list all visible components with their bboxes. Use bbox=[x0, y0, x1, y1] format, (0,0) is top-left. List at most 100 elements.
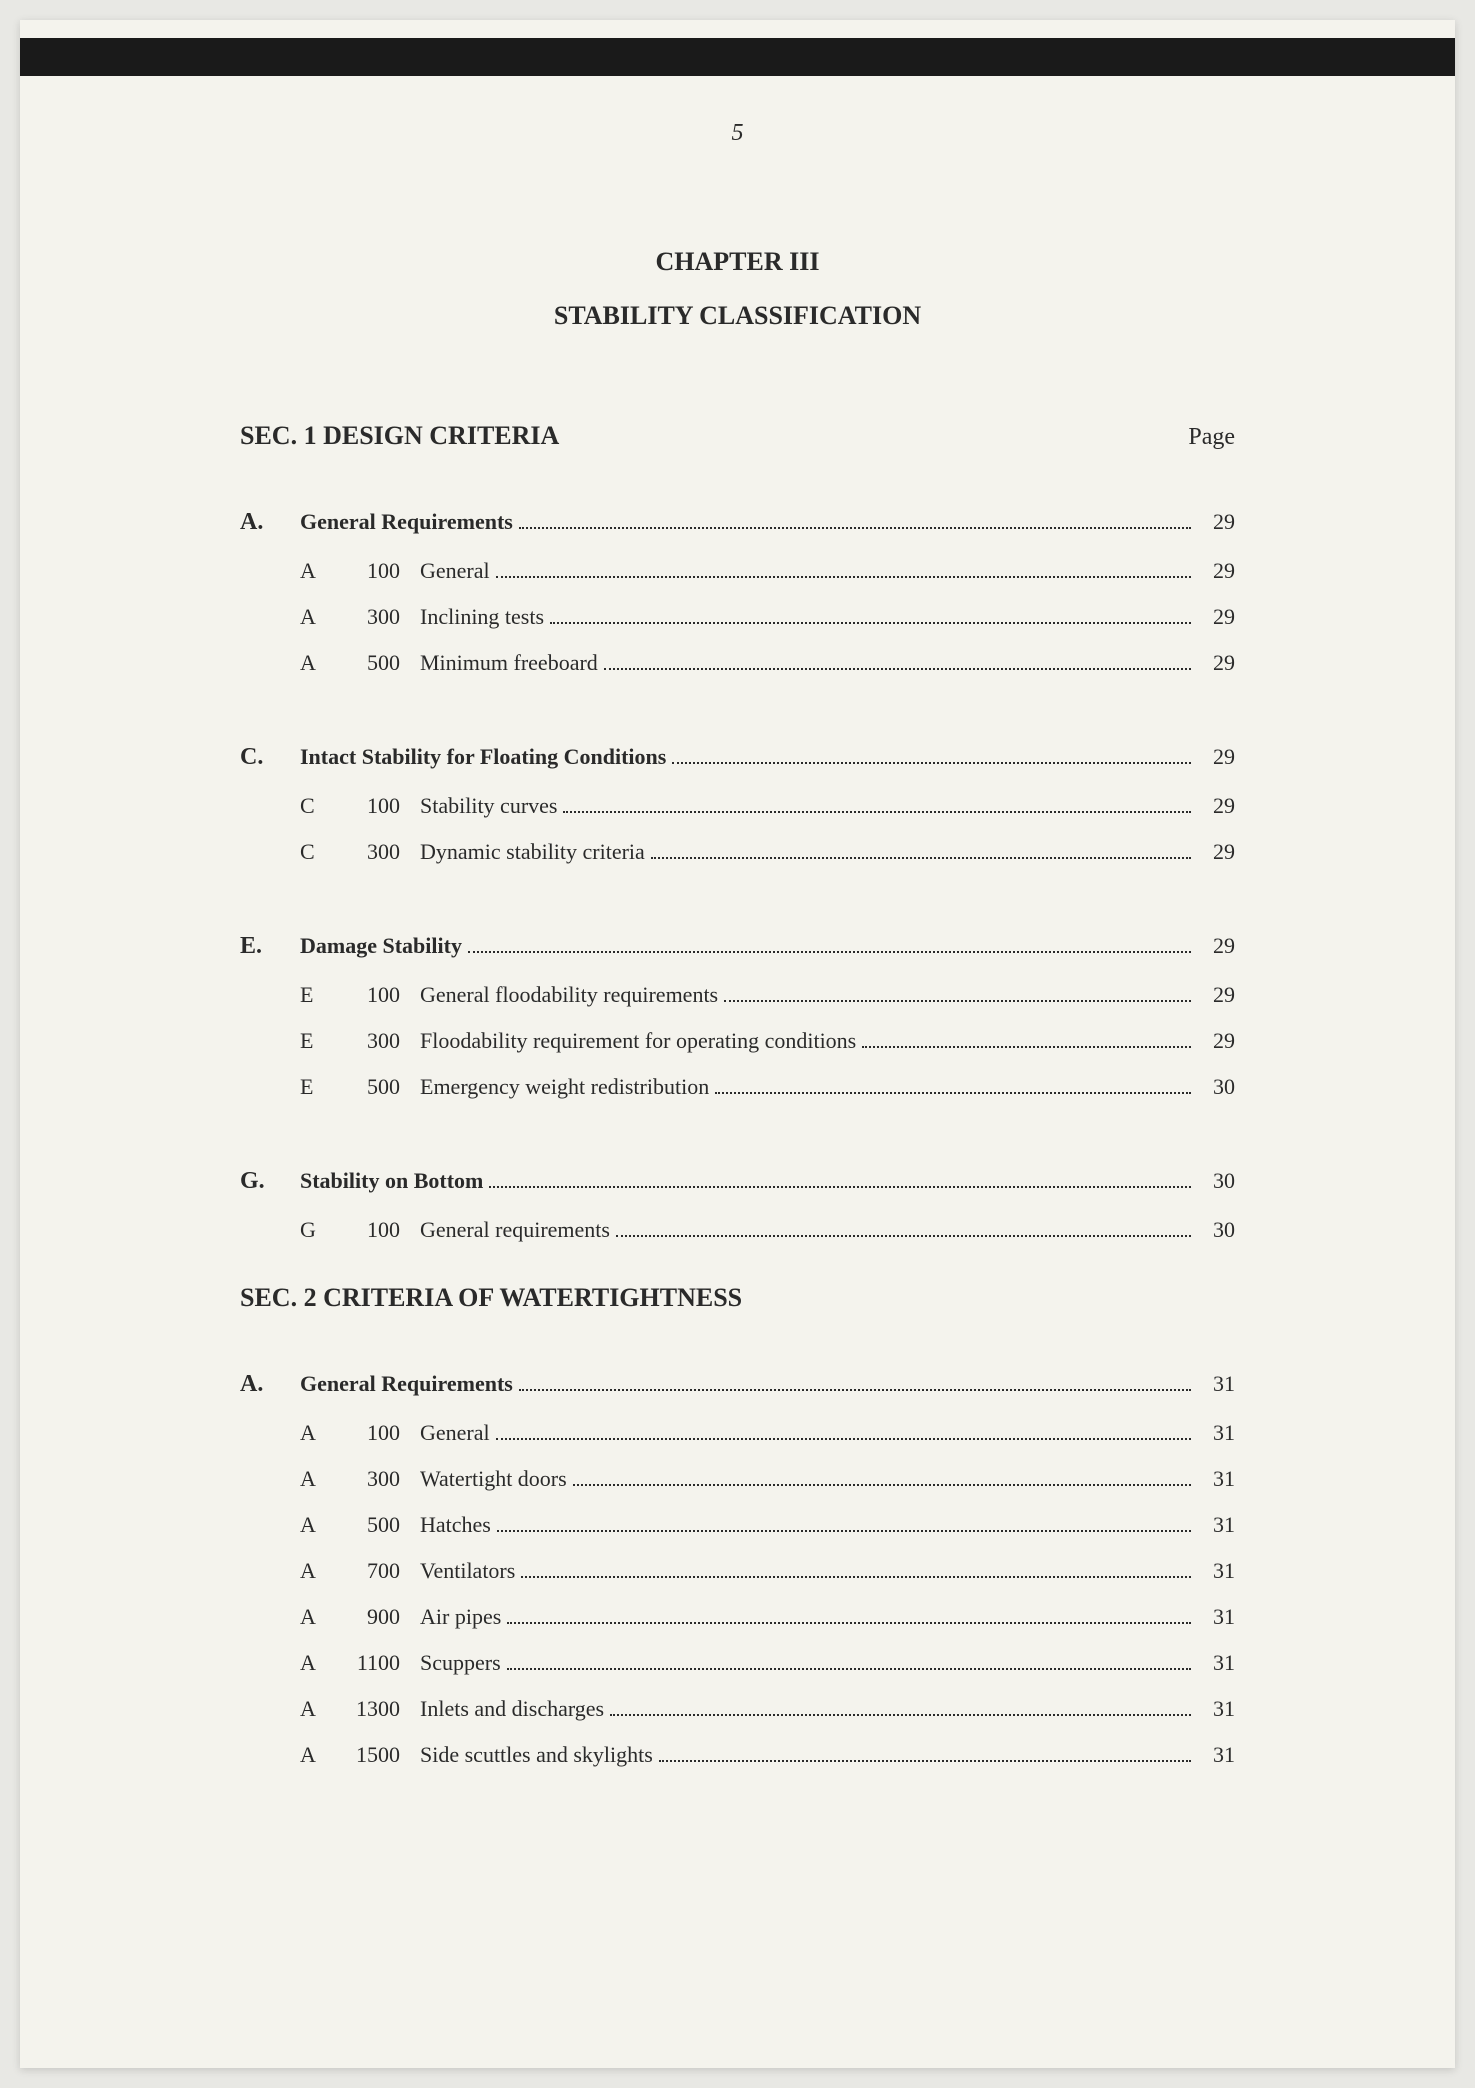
item-title: Inlets and discharges bbox=[420, 1696, 604, 1722]
dot-leader bbox=[715, 1092, 1191, 1094]
dot-leader bbox=[497, 1530, 1191, 1532]
toc-item-row: A100General31 bbox=[300, 1420, 1235, 1446]
dot-leader bbox=[862, 1046, 1191, 1048]
dot-leader bbox=[507, 1668, 1191, 1670]
item-number: 300 bbox=[350, 1466, 420, 1492]
dot-leader bbox=[507, 1622, 1191, 1624]
dot-leader bbox=[573, 1484, 1191, 1486]
item-number: 1300 bbox=[350, 1696, 420, 1722]
toc-item-row: A100General 29 bbox=[300, 558, 1235, 584]
item-number: 300 bbox=[350, 839, 420, 865]
toc-item-row: A1500Side scuttles and skylights31 bbox=[300, 1742, 1235, 1768]
item-letter: E bbox=[300, 1074, 350, 1100]
item-letter: A bbox=[300, 558, 350, 584]
toc-item-row: A300Inclining tests29 bbox=[300, 604, 1235, 630]
item-page-number: 31 bbox=[1197, 1466, 1235, 1492]
dot-leader bbox=[610, 1714, 1191, 1716]
sections-container: SEC. 1 DESIGN CRITERIA Page A. General Requ… bbox=[240, 421, 1235, 1808]
item-letter: A bbox=[300, 1512, 350, 1538]
toc-item-row: C100Stability curves29 bbox=[300, 793, 1235, 819]
item-letter: A bbox=[300, 1650, 350, 1676]
item-number: 300 bbox=[350, 604, 420, 630]
group-header: G.Stability on Bottom30 bbox=[240, 1168, 1235, 1195]
toc-item-row: A500Minimum freeboard29 bbox=[300, 650, 1235, 676]
item-number: 100 bbox=[350, 793, 420, 819]
item-page-number: 29 bbox=[1197, 839, 1235, 865]
page-number: 5 bbox=[240, 120, 1235, 147]
item-page-number: 29 bbox=[1197, 558, 1235, 584]
group-page-number: 29 bbox=[1197, 509, 1235, 535]
item-page-number: 29 bbox=[1197, 982, 1235, 1008]
item-page-number: 29 bbox=[1197, 1028, 1235, 1054]
dot-leader bbox=[616, 1235, 1191, 1237]
item-title: Watertight doors bbox=[420, 1466, 567, 1492]
item-title: Minimum freeboard bbox=[420, 650, 598, 676]
item-number: 100 bbox=[350, 982, 420, 1008]
toc-item-row: E300Floodability requirement for operati… bbox=[300, 1028, 1235, 1054]
item-letter: C bbox=[300, 839, 350, 865]
item-title: Stability curves bbox=[420, 793, 557, 819]
toc-item-row: C300Dynamic stability criteria 29 bbox=[300, 839, 1235, 865]
item-page-number: 30 bbox=[1197, 1217, 1235, 1243]
group-title: Damage Stability bbox=[300, 933, 462, 959]
item-letter: G bbox=[300, 1217, 350, 1243]
item-page-number: 31 bbox=[1197, 1650, 1235, 1676]
group-page-number: 30 bbox=[1197, 1168, 1235, 1194]
dot-leader bbox=[519, 1389, 1191, 1391]
section-title: SEC. 1 DESIGN CRITERIA bbox=[240, 421, 559, 451]
item-letter: A bbox=[300, 604, 350, 630]
item-number: 1100 bbox=[350, 1650, 420, 1676]
item-title: Ventilators bbox=[420, 1558, 515, 1584]
spacer bbox=[240, 1788, 1235, 1808]
dot-leader bbox=[521, 1576, 1191, 1578]
dot-leader bbox=[651, 857, 1191, 859]
section-header-row: SEC. 1 DESIGN CRITERIA Page bbox=[240, 421, 1235, 481]
group-letter: E. bbox=[240, 933, 300, 960]
item-number: 500 bbox=[350, 1074, 420, 1100]
toc-item-row: G100General requirements30 bbox=[300, 1217, 1235, 1243]
item-title: Scuppers bbox=[420, 1650, 501, 1676]
item-page-number: 31 bbox=[1197, 1604, 1235, 1630]
item-title: Air pipes bbox=[420, 1604, 501, 1630]
item-letter: C bbox=[300, 793, 350, 819]
group-title: Stability on Bottom bbox=[300, 1168, 483, 1194]
item-title: General requirements bbox=[420, 1217, 610, 1243]
item-letter: A bbox=[300, 1558, 350, 1584]
dot-leader bbox=[496, 576, 1191, 578]
toc-item-row: A700Ventilators31 bbox=[300, 1558, 1235, 1584]
group-header: E.Damage Stability 29 bbox=[240, 933, 1235, 960]
dot-leader bbox=[519, 527, 1191, 529]
toc-item-row: A1300Inlets and discharges 31 bbox=[300, 1696, 1235, 1722]
item-title: Dynamic stability criteria bbox=[420, 839, 645, 865]
dot-leader bbox=[550, 622, 1191, 624]
spacer bbox=[240, 696, 1235, 716]
item-number: 100 bbox=[350, 1420, 420, 1446]
toc-item-row: A300Watertight doors31 bbox=[300, 1466, 1235, 1492]
top-border-strip bbox=[20, 38, 1455, 76]
dot-leader bbox=[563, 811, 1191, 813]
item-number: 100 bbox=[350, 558, 420, 584]
dot-leader bbox=[496, 1438, 1191, 1440]
item-number: 1500 bbox=[350, 1742, 420, 1768]
item-title: Floodability requirement for operating c… bbox=[420, 1028, 856, 1054]
item-title: General floodability requirements bbox=[420, 982, 718, 1008]
content-area: 5 CHAPTER III STABILITY CLASSIFICATION S… bbox=[240, 120, 1235, 1808]
item-title: Side scuttles and skylights bbox=[420, 1742, 653, 1768]
group-header: A.General Requirements29 bbox=[240, 509, 1235, 536]
section-title: SEC. 2 CRITERIA OF WATERTIGHTNESS bbox=[240, 1283, 742, 1313]
spacer bbox=[240, 885, 1235, 905]
item-letter: A bbox=[300, 1696, 350, 1722]
page-label: Page bbox=[1188, 424, 1235, 451]
item-title: General bbox=[420, 558, 490, 584]
item-page-number: 31 bbox=[1197, 1696, 1235, 1722]
item-title: General bbox=[420, 1420, 490, 1446]
section-header-row: SEC. 2 CRITERIA OF WATERTIGHTNESS bbox=[240, 1283, 1235, 1343]
group-page-number: 29 bbox=[1197, 933, 1235, 959]
group-letter: A. bbox=[240, 1371, 300, 1398]
item-page-number: 31 bbox=[1197, 1558, 1235, 1584]
dot-leader bbox=[604, 668, 1191, 670]
chapter-subtitle: STABILITY CLASSIFICATION bbox=[240, 301, 1235, 331]
group-title: General Requirements bbox=[300, 509, 513, 535]
toc-item-row: A900Air pipes31 bbox=[300, 1604, 1235, 1630]
spacer bbox=[240, 1263, 1235, 1283]
